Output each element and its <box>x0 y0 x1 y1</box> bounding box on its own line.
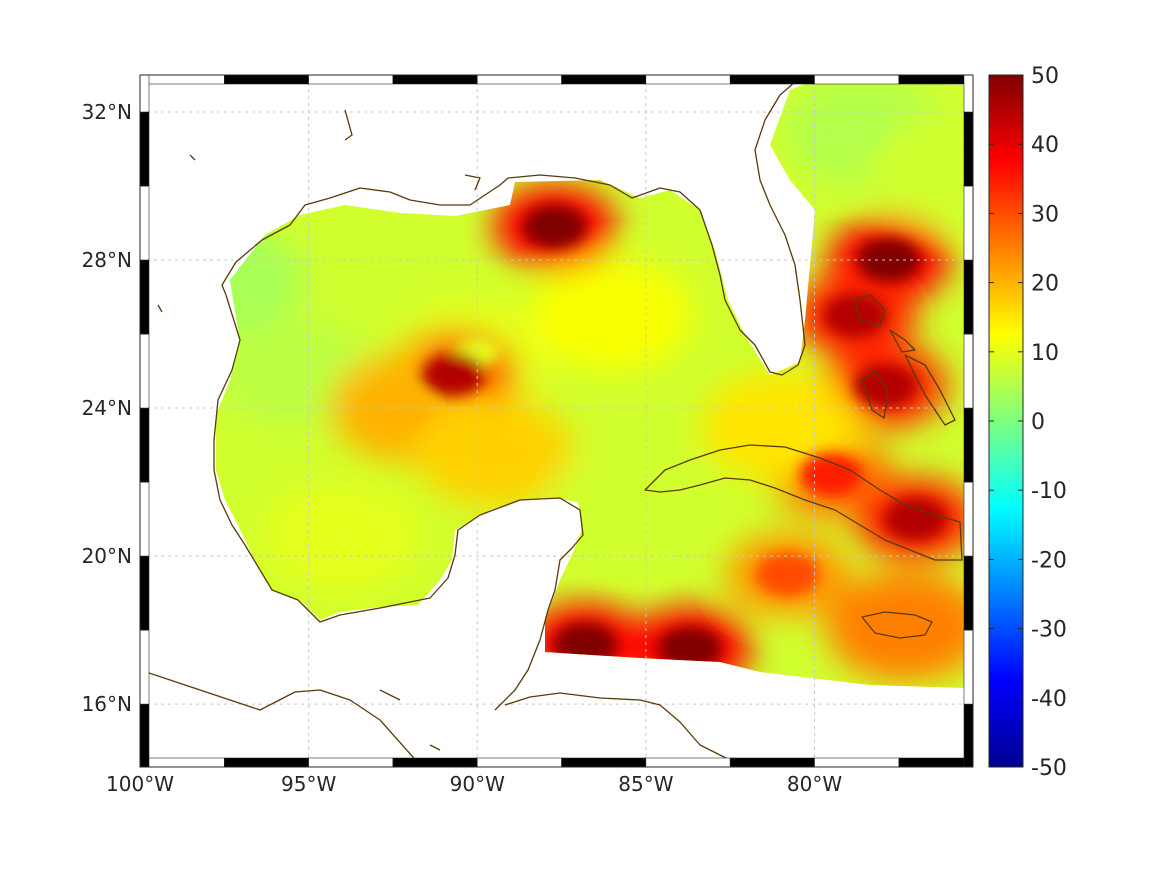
heatmap-layer <box>216 80 965 688</box>
heatmap-cell <box>553 622 618 667</box>
longitude-tick-label: 85°W <box>618 772 673 796</box>
heatmap-cell <box>387 394 432 423</box>
latitude-tick-label: 20°N <box>82 544 132 568</box>
colorbar-tick-label: 20 <box>1031 272 1059 297</box>
heatmap-cell <box>522 204 587 249</box>
colorbar-tick-label: 30 <box>1031 202 1059 227</box>
heatmap-cell <box>269 357 314 386</box>
heatmap-cell <box>853 363 918 408</box>
heatmap-cell <box>472 438 517 467</box>
heatmap-cell <box>320 523 365 552</box>
heatmap-cell <box>883 612 928 641</box>
coastlines <box>140 75 963 766</box>
coastline-jamaica <box>861 611 933 639</box>
coastline-cuba <box>644 444 963 561</box>
heatmap-cell <box>421 352 486 397</box>
map-frame <box>139 74 974 768</box>
longitude-tick-label: 95°W <box>281 772 336 796</box>
colorbar-tick-label: 10 <box>1031 341 1059 366</box>
longitude-tick-label: 90°W <box>450 772 505 796</box>
heatmap-cell <box>856 238 921 283</box>
coastline-bahamas <box>854 294 956 426</box>
longitude-tick-label: 100°W <box>106 772 174 796</box>
colorbar-tick-label: 0 <box>1031 410 1045 435</box>
latitude-tick-label: 28°N <box>82 248 132 272</box>
map-frame-bars <box>139 74 974 768</box>
heatmap-cell <box>799 452 864 497</box>
latitude-tick-label: 32°N <box>82 100 132 124</box>
colorbar-tick-label: -40 <box>1031 687 1067 712</box>
colorbar-tick-label: 50 <box>1031 64 1059 89</box>
heatmap-cell <box>216 264 247 293</box>
longitude-axis: 100°W 95°W 90°W 85°W 80°W <box>106 772 842 796</box>
heatmap-cell <box>758 412 803 441</box>
heatmap-cell <box>607 486 652 515</box>
colorbar-gradient <box>988 74 1024 768</box>
colorbar-ticks: 50 40 30 20 10 0 -10 -20 -30 -40 -50 <box>989 64 1067 781</box>
graticule <box>140 75 973 767</box>
colorbar: 50 40 30 20 10 0 -10 -20 -30 -40 -50 <box>988 64 1067 781</box>
colorbar-tick-label: -50 <box>1031 756 1067 781</box>
colorbar-tick-label: -30 <box>1031 618 1067 643</box>
latitude-tick-label: 16°N <box>82 692 132 716</box>
colorbar-tick-label: 40 <box>1031 133 1059 158</box>
heatmap-cell <box>927 153 965 182</box>
coastline-yucatan-islands <box>157 109 481 751</box>
heatmap-region <box>216 223 305 334</box>
heatmap-cell <box>590 301 635 330</box>
heatmap-cell <box>657 626 722 671</box>
colorbar-tick-label: -10 <box>1031 479 1067 504</box>
heatmap-cell <box>755 552 820 597</box>
heatmap-cell <box>822 293 887 338</box>
heatmap-cell <box>843 116 888 145</box>
latitude-tick-label: 24°N <box>82 396 132 420</box>
longitude-tick-label: 80°W <box>787 772 842 796</box>
coastline-gulf-west <box>213 294 584 711</box>
colorbar-tick-label: -20 <box>1031 548 1067 573</box>
coastline-central-america <box>140 669 731 766</box>
latitude-axis: 32°N 28°N 24°N 20°N 16°N <box>82 100 132 716</box>
coastline-gulf-north <box>221 75 816 376</box>
heatmap-cell <box>883 497 948 542</box>
